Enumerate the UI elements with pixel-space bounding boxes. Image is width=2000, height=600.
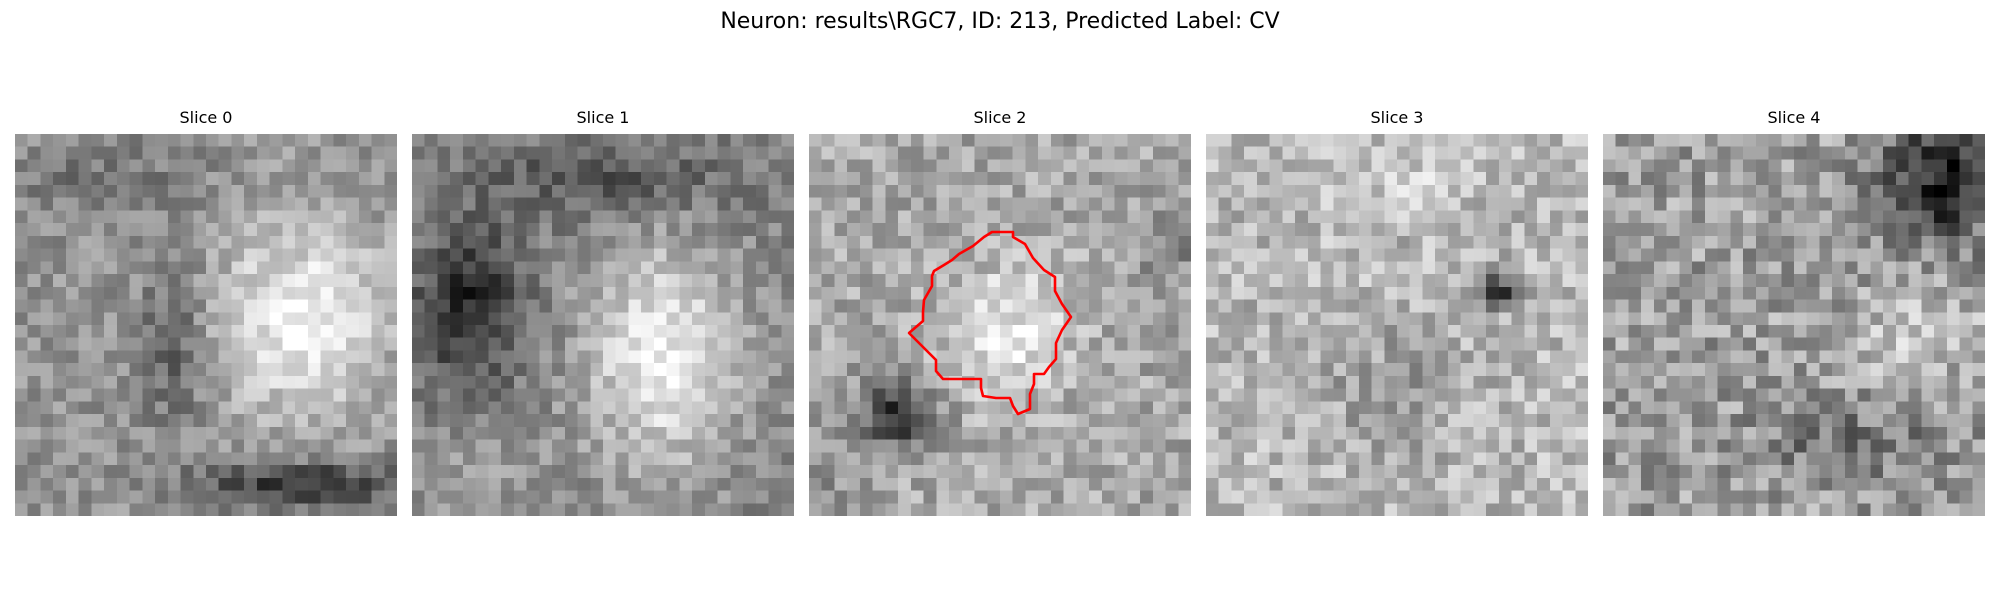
slice-title: Slice 1 [576,108,630,127]
slice-image [809,134,1191,516]
slice-title: Slice 2 [973,108,1027,127]
figure-title: Neuron: results\RGC7, ID: 213, Predicted… [720,9,1280,34]
slice-image [15,134,397,516]
grayscale-image [809,134,1191,516]
slice-title: Slice 0 [179,108,233,127]
grayscale-image [412,134,794,516]
slice-title: Slice 3 [1370,108,1424,127]
slice-title: Slice 4 [1767,108,1821,127]
slice-image [1206,134,1588,516]
slice-image [1603,134,1985,516]
grayscale-image [15,134,397,516]
grayscale-image [1603,134,1985,516]
grayscale-image [1206,134,1588,516]
roi-outline [907,230,1073,416]
segmentation-contour [907,230,1073,416]
slice-image [412,134,794,516]
